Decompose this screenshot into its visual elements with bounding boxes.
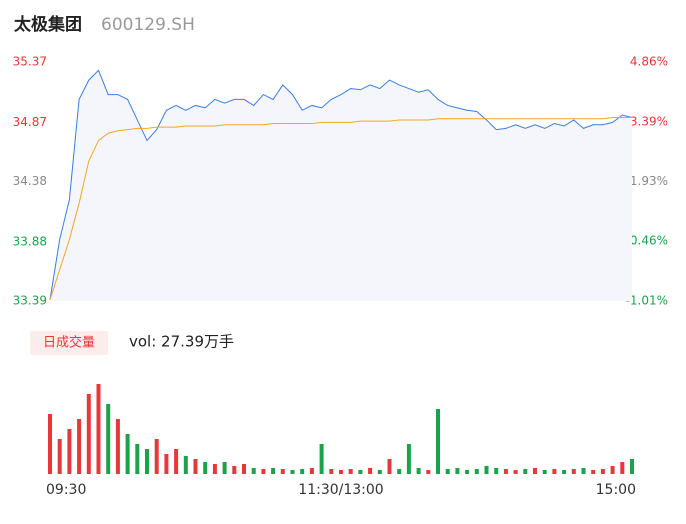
volume-bar	[494, 468, 499, 474]
volume-button[interactable]: 日成交量	[43, 335, 95, 351]
y-tick-label: 34.87	[13, 115, 47, 129]
volume-bar	[203, 462, 208, 474]
volume-bar	[610, 466, 615, 474]
volume-bar	[57, 439, 62, 474]
volume-bar	[145, 449, 149, 474]
volume-bar	[242, 464, 246, 474]
volume-bar	[329, 469, 334, 474]
y2-tick-label: 0.46%	[630, 234, 668, 248]
title: 太极集团	[14, 14, 82, 35]
y-tick-label: 33.88	[13, 234, 47, 248]
volume-bar	[562, 470, 567, 474]
volume-button-bg[interactable]	[30, 331, 108, 355]
volume-bar	[222, 462, 227, 474]
volume-bar	[193, 459, 198, 474]
volume-bar	[319, 444, 324, 474]
volume-bar	[552, 469, 557, 474]
x-tick-label: 15:00	[596, 482, 636, 498]
average-line	[49, 117, 632, 300]
volume-bar	[339, 470, 343, 474]
y2-tick-label: -1.01%	[626, 294, 668, 308]
volume-bar	[591, 470, 596, 474]
volume-bar	[387, 459, 392, 474]
volume-bar	[174, 449, 179, 474]
price-line	[49, 69, 633, 300]
volume-bar	[290, 470, 295, 474]
volume-bar	[164, 454, 169, 474]
volume-bar	[368, 468, 373, 474]
volume-bar	[513, 470, 518, 474]
volume-bar	[581, 468, 586, 474]
volume-bar	[474, 469, 479, 474]
y-tick-label: 33.39	[13, 294, 47, 308]
volume-bar	[77, 419, 82, 474]
volume-text: vol: 27.39万手	[129, 333, 234, 351]
volume-bar	[261, 469, 266, 474]
volume-bar	[523, 469, 528, 474]
volume-bar	[465, 470, 470, 474]
volume-bar	[232, 466, 237, 474]
volume-bar	[445, 469, 450, 474]
volume-bar	[106, 404, 111, 474]
volume-bar	[183, 456, 188, 474]
volume-bar	[406, 444, 411, 474]
volume-bar	[212, 464, 217, 474]
volume-bar	[348, 469, 353, 474]
volume-bar	[542, 470, 547, 474]
volume-bar	[251, 468, 256, 474]
stock-code: 600129.SH	[101, 15, 195, 35]
volume-bar	[86, 394, 91, 474]
volume-bar	[309, 468, 314, 474]
volume-bar	[630, 459, 634, 474]
y-tick-label: 35.37	[13, 55, 47, 69]
volume-bar	[571, 469, 576, 474]
volume-bar	[280, 469, 285, 474]
volume-bar	[271, 468, 276, 474]
volume-bar	[358, 470, 363, 474]
volume-bar	[115, 419, 120, 474]
volume-bar	[154, 439, 159, 474]
y2-tick-label: 1.93%	[630, 174, 668, 188]
volume-bar	[620, 462, 625, 474]
volume-bar	[503, 469, 508, 474]
price-area	[50, 70, 632, 301]
volume-bar	[397, 469, 402, 474]
x-tick-label: 09:30	[46, 482, 86, 498]
volume-bar	[416, 468, 421, 474]
volume-bar	[533, 468, 537, 474]
y-tick-label: 34.38	[13, 174, 47, 188]
volume-bar	[455, 468, 460, 474]
volume-bar	[377, 470, 382, 474]
volume-bar	[125, 434, 130, 474]
y2-tick-label: 4.86%	[630, 55, 668, 69]
volume-bar	[48, 414, 52, 474]
volume-bar	[484, 466, 489, 474]
volume-bar	[67, 429, 72, 474]
volume-bar	[600, 469, 605, 474]
volume-bar	[300, 469, 305, 474]
volume-bar	[135, 444, 140, 474]
volume-bar	[96, 384, 101, 474]
volume-bar	[436, 409, 440, 474]
x-tick-label: 11:30/13:00	[298, 482, 383, 498]
volume-bar	[426, 470, 431, 474]
y2-tick-label: 3.39%	[630, 114, 668, 128]
